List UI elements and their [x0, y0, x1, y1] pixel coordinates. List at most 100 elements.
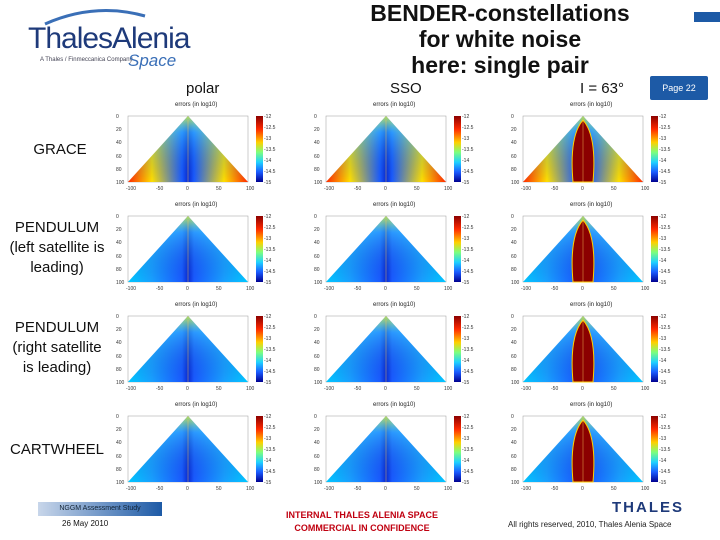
study-banner: NGGM Assessment Study	[38, 502, 162, 516]
colorbar-tick-label: -12	[462, 414, 470, 420]
y-tick-label: 20	[511, 427, 517, 434]
y-tick-label: 20	[116, 327, 122, 334]
y-tick-label: 80	[314, 366, 320, 373]
x-tick-label: -50	[551, 386, 559, 392]
x-tick-label: 0	[186, 386, 189, 392]
colorbar-tick-label: -13.5	[264, 147, 276, 153]
company-logo: ThalesAlenia	[28, 22, 190, 55]
x-tick-label: 0	[384, 286, 387, 292]
x-tick-label: -100	[126, 186, 137, 192]
colorbar-tick-label: -14	[264, 358, 272, 364]
colorbar-tick-label: -13	[264, 336, 272, 342]
colorbar-tick-label: -13.5	[659, 147, 671, 153]
colorbar-tick-label: -14	[462, 458, 470, 464]
colorbar-tick-label: -12	[264, 214, 272, 220]
x-tick-label: 100	[641, 186, 650, 192]
row-label-cartwheel: CARTWHEEL	[10, 441, 104, 458]
y-tick-label: 0	[511, 314, 514, 320]
y-tick-label: 80	[511, 266, 517, 273]
colorbar-tick-label: -12	[659, 214, 667, 220]
y-tick-label: 100	[116, 480, 125, 486]
x-tick-label: 50	[611, 286, 617, 292]
x-tick-label: -100	[521, 386, 532, 392]
colorbar-tick-label: -12	[462, 314, 470, 320]
y-tick-label: 0	[116, 414, 119, 420]
y-tick-label: 20	[314, 427, 320, 434]
y-tick-label: 60	[116, 153, 122, 160]
error-plot-pendulum-left-polar	[127, 215, 263, 283]
colorbar-tick-label: -13	[264, 136, 272, 142]
y-tick-label: 60	[116, 453, 122, 460]
x-tick-label: -50	[156, 486, 164, 492]
colorbar-tick-label: -12	[659, 114, 667, 120]
x-tick-label: 0	[581, 486, 584, 492]
y-tick-label: 80	[116, 466, 122, 473]
colorbar-tick-label: -12.5	[659, 125, 671, 131]
colorbar-tick-label: -13	[264, 236, 272, 242]
colorbar-tick-label: -14	[462, 358, 470, 364]
y-tick-label: 0	[511, 114, 514, 120]
colorbar-tick-label: -14.5	[462, 169, 474, 175]
x-tick-label: 100	[641, 486, 650, 492]
plot-error-label: errors (in log10)	[570, 402, 613, 408]
x-tick-label: 0	[384, 186, 387, 192]
y-tick-label: 0	[314, 414, 317, 420]
y-tick-label: 60	[511, 153, 517, 160]
plot-error-label: errors (in log10)	[570, 202, 613, 208]
y-tick-label: 100	[314, 180, 323, 186]
colorbar-tick-label: -15	[264, 180, 272, 186]
colorbar-tick-label: -14.5	[264, 369, 276, 375]
x-tick-label: -100	[521, 286, 532, 292]
plot-error-label: errors (in log10)	[373, 402, 416, 408]
colorbar-tick-label: -13	[659, 436, 667, 442]
error-plot-pendulum-right-i63	[522, 315, 658, 383]
y-tick-label: 40	[511, 240, 517, 247]
y-tick-label: 100	[511, 380, 520, 386]
colorbar-tick-label: -12.5	[462, 225, 474, 231]
colorbar-tick-label: -15	[462, 180, 470, 186]
colorbar-tick-label: -15	[462, 480, 470, 486]
y-tick-label: 100	[116, 380, 125, 386]
colorbar-tick-label: -12	[462, 114, 470, 120]
y-tick-label: 40	[314, 340, 320, 347]
copyright-text: All rights reserved, 2010, Thales Alenia…	[508, 520, 672, 529]
y-tick-label: 0	[116, 214, 119, 220]
x-tick-label: 50	[414, 286, 420, 292]
y-tick-label: 80	[314, 266, 320, 273]
colorbar-tick-label: -12.5	[659, 225, 671, 231]
y-tick-label: 60	[511, 353, 517, 360]
y-tick-label: 80	[314, 466, 320, 473]
y-tick-label: 40	[116, 340, 122, 347]
y-tick-label: 40	[314, 140, 320, 147]
y-tick-label: 0	[314, 314, 317, 320]
confidential-notice: INTERNAL THALES ALENIA SPACE COMMERCIAL I…	[285, 510, 438, 533]
y-tick-label: 20	[116, 227, 122, 234]
colorbar-tick-label: -12	[264, 114, 272, 120]
error-plot-pendulum-right-sso	[325, 315, 461, 383]
x-tick-label: 100	[444, 386, 453, 392]
colorbar-tick-label: -14.5	[264, 269, 276, 275]
colorbar-tick-label: -14	[264, 158, 272, 164]
colorbar-tick-label: -14.5	[659, 269, 671, 275]
y-tick-label: 20	[314, 227, 320, 234]
y-tick-label: 100	[116, 180, 125, 186]
plot-error-label: errors (in log10)	[373, 102, 416, 108]
x-tick-label: 100	[246, 186, 255, 192]
x-tick-label: -100	[324, 386, 335, 392]
colorbar-tick-label: -12	[264, 314, 272, 320]
colorbar-tick-label: -14	[264, 258, 272, 264]
colorbar-tick-label: -13.5	[264, 447, 276, 453]
plot-error-label: errors (in log10)	[175, 102, 218, 108]
colorbar-tick-label: -14	[462, 258, 470, 264]
colorbar-tick-label: -13	[659, 136, 667, 142]
x-tick-label: 0	[186, 186, 189, 192]
page-number: Page 22	[650, 76, 708, 100]
y-tick-label: 60	[314, 153, 320, 160]
x-tick-label: 50	[216, 386, 222, 392]
error-plot-grace-sso	[325, 115, 461, 183]
x-tick-label: -50	[551, 486, 559, 492]
colorbar-tick-label: -15	[659, 380, 667, 386]
colorbar-tick-label: -14.5	[462, 469, 474, 475]
error-plot-grace-polar	[127, 115, 263, 183]
colorbar-tick-label: -13	[462, 136, 470, 142]
